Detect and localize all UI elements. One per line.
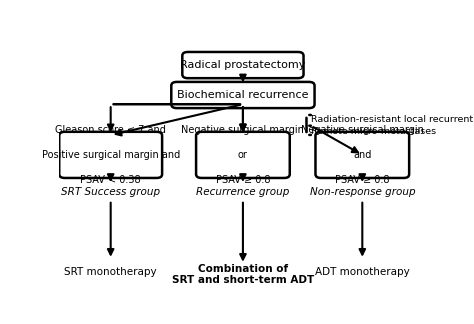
Text: ADT monotherapy: ADT monotherapy: [315, 267, 410, 277]
Text: Radiation-resistant local recurrent tumors: Radiation-resistant local recurrent tumo…: [311, 115, 474, 124]
Text: Recurrence group: Recurrence group: [196, 187, 290, 197]
FancyBboxPatch shape: [171, 82, 315, 108]
Text: Negative surgical margin

and

PSAV ≥ 0.8: Negative surgical margin and PSAV ≥ 0.8: [301, 125, 424, 185]
FancyBboxPatch shape: [182, 52, 303, 78]
Text: Remote micro-metastases: Remote micro-metastases: [311, 127, 436, 136]
Text: SRT monotherapy: SRT monotherapy: [64, 267, 157, 277]
Text: Combination of
SRT and short-term ADT: Combination of SRT and short-term ADT: [172, 264, 314, 285]
Text: Gleason score ≤ 7 and

Positive surgical margin and

PSAV < 0.38: Gleason score ≤ 7 and Positive surgical …: [42, 125, 180, 185]
FancyBboxPatch shape: [196, 132, 290, 178]
Text: Radical prostatectomy: Radical prostatectomy: [180, 60, 306, 70]
Text: Biochemical recurrence: Biochemical recurrence: [177, 90, 309, 100]
Text: Non-response group: Non-response group: [310, 187, 415, 197]
FancyBboxPatch shape: [59, 132, 162, 178]
Text: Negative surgical margin

or

PSAV ≥ 0.8: Negative surgical margin or PSAV ≥ 0.8: [182, 125, 304, 185]
FancyBboxPatch shape: [316, 132, 409, 178]
Text: SRT Success group: SRT Success group: [61, 187, 160, 197]
